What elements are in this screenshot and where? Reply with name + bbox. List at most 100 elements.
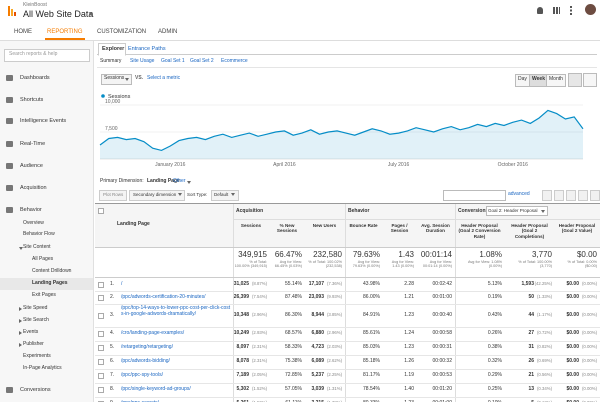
sidebar-item[interactable]: Shortcuts — [20, 97, 44, 103]
sidebar-item[interactable]: Events — [23, 329, 39, 335]
sidebar-item[interactable]: Intelligence Events — [20, 118, 67, 124]
cell-note: (7.36%) — [326, 280, 342, 286]
subtab[interactable]: Goal Set 2 — [190, 58, 214, 64]
sidebar-item[interactable]: Behavior — [20, 207, 42, 213]
sidebar-item[interactable]: Audience — [20, 163, 43, 169]
checkbox-header[interactable] — [98, 208, 104, 214]
column-header[interactable]: Sessions — [240, 223, 262, 228]
view-icon[interactable] — [554, 190, 564, 201]
view-icon[interactable] — [590, 190, 600, 201]
landing-page-link[interactable]: / — [121, 280, 123, 287]
apps-icon[interactable] — [553, 7, 560, 14]
caret[interactable] — [125, 78, 129, 81]
advanced-link[interactable]: advanced — [508, 191, 530, 197]
landing-page-link[interactable]: /ppc/ppc-secrets/ — [121, 400, 231, 402]
view-icon[interactable] — [566, 190, 576, 201]
caret[interactable] — [541, 210, 545, 213]
sidebar-item[interactable]: Conversions — [20, 387, 51, 393]
column-header[interactable]: % New Sessions — [276, 223, 298, 234]
column-header[interactable]: Header Proposal (Goal 2 Value) — [558, 223, 596, 234]
period-label[interactable]: Day — [518, 76, 527, 82]
metric-select[interactable] — [101, 74, 132, 85]
checkbox[interactable] — [98, 345, 104, 351]
column-header[interactable]: Header Proposal (Goal 2 Conversion Rate) — [458, 223, 501, 239]
column-header[interactable]: Header Proposal (Goal 2 Completions) — [511, 223, 548, 239]
caret[interactable] — [19, 343, 22, 347]
property-caret[interactable] — [89, 13, 93, 16]
sidebar-item[interactable]: Landing Pages — [32, 280, 68, 286]
subtab[interactable]: Goal Set 1 — [161, 58, 185, 64]
caret[interactable] — [19, 307, 22, 311]
plot-rows-button[interactable] — [99, 190, 127, 201]
chart-type-button[interactable] — [583, 73, 597, 87]
bell-icon[interactable] — [537, 7, 543, 14]
sidebar-item[interactable]: Exit Pages — [32, 292, 56, 298]
sidebar-item[interactable]: Site Search — [23, 317, 49, 323]
caret[interactable] — [19, 247, 23, 250]
more-icon[interactable] — [570, 6, 572, 15]
column-header[interactable]: New Users — [312, 223, 337, 228]
period-label[interactable]: Week — [532, 76, 545, 82]
landing-page-link[interactable]: /cro/landing-page-examples/ — [121, 330, 185, 336]
sidebar-item[interactable]: Real-Time — [20, 141, 46, 147]
sidebar-item[interactable]: All Pages — [32, 256, 54, 262]
subtab[interactable]: Ecommerce — [221, 58, 248, 64]
property-selector[interactable]: All Web Site Data — [23, 9, 94, 19]
caret[interactable] — [19, 331, 22, 335]
goal-select[interactable] — [486, 206, 548, 216]
landing-page-link[interactable]: /ppc/adwords-bidding/ — [121, 358, 170, 364]
view-icon[interactable] — [578, 190, 588, 201]
column-header[interactable]: Avg. Session Duration — [421, 223, 450, 234]
checkbox[interactable] — [98, 387, 104, 393]
table-search[interactable] — [443, 190, 506, 201]
landing-page-link[interactable]: /ppc/ppc-spy-tools/ — [121, 372, 163, 378]
avatar[interactable] — [585, 4, 596, 15]
subtab[interactable]: Site Usage — [130, 58, 155, 64]
caret[interactable] — [178, 193, 182, 196]
total-note: Avg for View: 1.43 (0.00%) — [391, 260, 414, 269]
sidebar-item[interactable]: Experiments — [23, 353, 51, 359]
column-header[interactable]: Pages / Session — [390, 223, 409, 234]
checkbox[interactable] — [98, 281, 104, 288]
sidebar-item[interactable]: Content Drilldown — [32, 268, 72, 274]
checkbox[interactable] — [98, 312, 104, 319]
secondary-button[interactable] — [129, 190, 185, 201]
subtab[interactable]: Summary — [100, 58, 122, 64]
landing-page-link[interactable]: /ppc/single-keyword-ad-groups/ — [121, 386, 191, 392]
dimension-value[interactable]: Landing Page — [147, 178, 180, 184]
checkbox[interactable] — [98, 331, 104, 337]
nav-item[interactable]: HOME — [14, 29, 32, 35]
landing-page-link[interactable]: /ppc/top-14-ways-to-lower-ppc-cost-per-c… — [121, 305, 231, 317]
dimension-other[interactable]: Other — [173, 178, 186, 184]
search-box[interactable] — [4, 49, 90, 62]
sort-button[interactable] — [211, 190, 239, 201]
column-header[interactable]: Bounce Rate — [349, 223, 378, 228]
caret[interactable] — [187, 181, 191, 184]
period-label[interactable]: Month — [549, 76, 563, 82]
cell-value: 7,189 — [236, 372, 249, 378]
sidebar-item[interactable]: Dashboards — [20, 75, 50, 81]
tab-label[interactable]: Entrance Paths — [128, 46, 166, 52]
sidebar-item[interactable]: Publisher — [23, 341, 44, 347]
sidebar-item[interactable]: Site Speed — [23, 305, 48, 311]
tab-label[interactable]: Explorer — [102, 46, 125, 52]
nav-item[interactable]: REPORTING — [47, 29, 83, 35]
caret[interactable] — [231, 193, 235, 196]
checkbox[interactable] — [98, 359, 104, 365]
sidebar-item[interactable]: Behavior Flow — [23, 231, 55, 237]
nav-item[interactable]: ADMIN — [158, 29, 178, 35]
sidebar-item[interactable]: In-Page Analytics — [23, 365, 62, 371]
sidebar-item[interactable]: Site Content — [23, 244, 51, 250]
landing-page-link[interactable]: /retargeting/retargeting/ — [121, 344, 173, 350]
checkbox[interactable] — [98, 373, 104, 379]
sidebar-item[interactable]: Overview — [23, 220, 44, 226]
landing-page-link[interactable]: /ppc/adwords-certification-20-minutes/ — [121, 293, 206, 300]
nav-item[interactable]: CUSTOMIZATION — [97, 29, 147, 35]
view-icon[interactable] — [542, 190, 552, 201]
sidebar-item[interactable]: Acquisition — [20, 185, 47, 191]
checkbox[interactable] — [98, 294, 104, 301]
select-metric[interactable]: Select a metric — [147, 75, 181, 81]
caret[interactable] — [19, 319, 22, 323]
period-button[interactable] — [546, 74, 566, 87]
chart-type-button[interactable] — [568, 73, 582, 87]
